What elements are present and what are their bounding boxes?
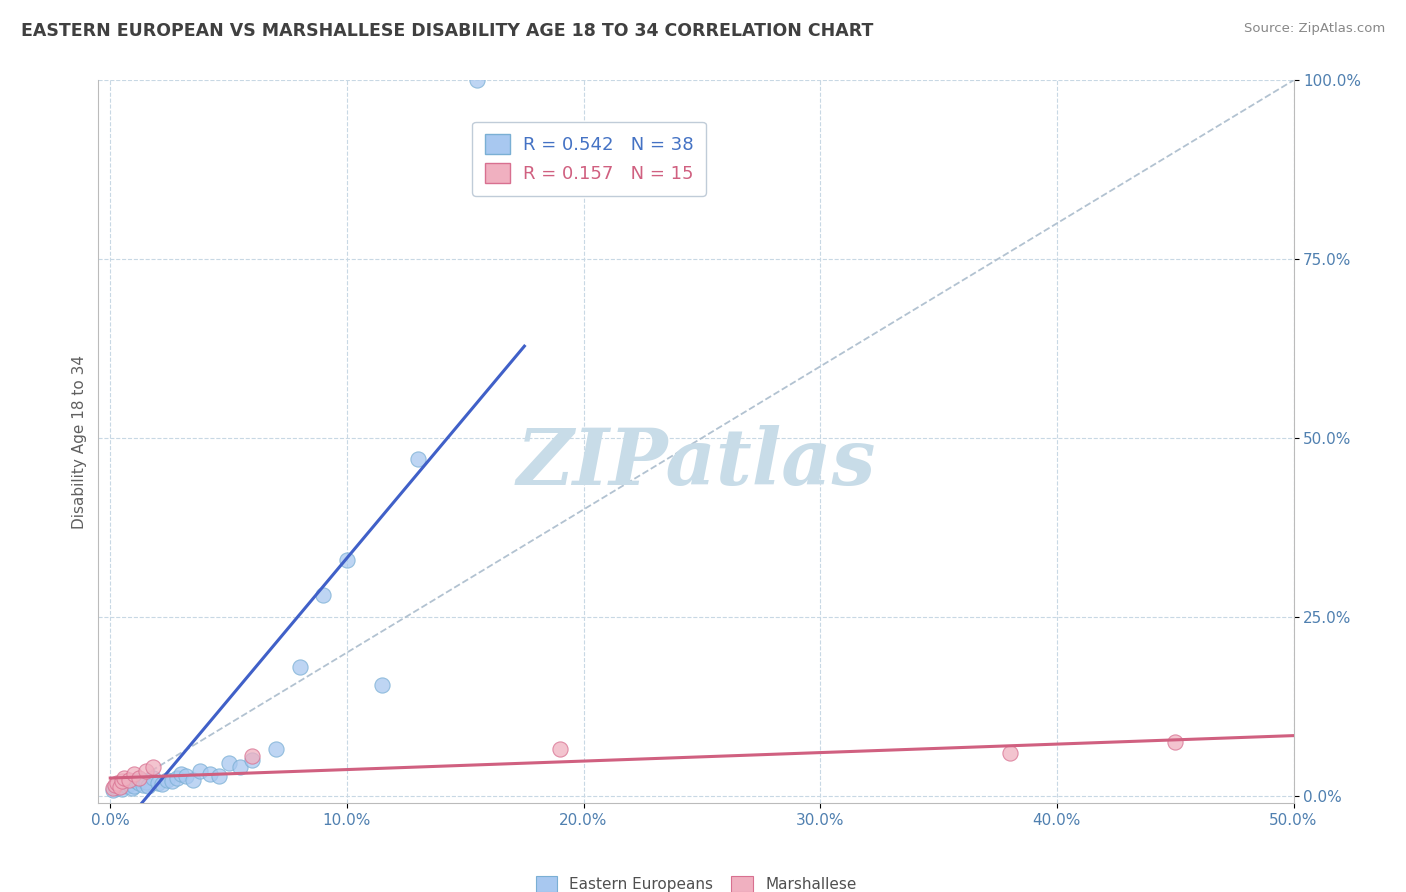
Point [108, 778, 131, 792]
Point [142, 760, 165, 774]
Point [240, 753, 263, 767]
Point [132, 778, 155, 792]
Point [136, 780, 159, 794]
Point [264, 742, 287, 756]
Point [160, 774, 183, 789]
Point [135, 764, 157, 778]
Point [129, 772, 152, 787]
Point [146, 776, 169, 790]
Point [128, 776, 150, 790]
Point [101, 783, 124, 797]
Point [156, 772, 179, 787]
Point [105, 776, 128, 790]
Point [548, 742, 571, 756]
Point [465, 73, 488, 87]
Point [150, 777, 173, 791]
Point [336, 552, 359, 566]
Text: ZIPatlas: ZIPatlas [516, 425, 876, 501]
Text: EASTERN EUROPEAN VS MARSHALLESE DISABILITY AGE 18 TO 34 CORRELATION CHART: EASTERN EUROPEAN VS MARSHALLESE DISABILI… [21, 22, 873, 40]
Point [1164, 735, 1187, 749]
Point [104, 780, 127, 794]
Point [170, 767, 193, 781]
Point [128, 771, 150, 785]
Point [312, 588, 335, 602]
Point [142, 771, 165, 785]
Point [166, 771, 188, 785]
Point [181, 772, 204, 787]
Point [101, 781, 124, 796]
Point [135, 775, 157, 789]
Point [406, 452, 429, 467]
Point [998, 746, 1021, 760]
Point [114, 771, 136, 785]
Point [198, 767, 221, 781]
Point [229, 760, 252, 774]
Point [111, 774, 134, 789]
Point [122, 767, 145, 781]
Point [208, 769, 231, 783]
Point [115, 780, 138, 794]
Point [240, 749, 263, 764]
Point [121, 780, 143, 795]
Y-axis label: Disability Age 18 to 34: Disability Age 18 to 34 [72, 354, 87, 529]
Point [371, 678, 394, 692]
Point [125, 774, 148, 789]
Point [105, 781, 128, 796]
Point [108, 780, 131, 794]
Point [114, 776, 136, 790]
Point [174, 769, 197, 783]
Point [104, 778, 127, 792]
Point [118, 772, 141, 787]
Point [218, 756, 240, 771]
Point [122, 779, 145, 793]
Point [118, 777, 141, 791]
Text: Source: ZipAtlas.com: Source: ZipAtlas.com [1244, 22, 1385, 36]
Legend: Eastern Europeans, Marshallese: Eastern Europeans, Marshallese [527, 868, 865, 892]
Point [111, 782, 134, 797]
Point [188, 764, 211, 778]
Point [288, 660, 311, 674]
